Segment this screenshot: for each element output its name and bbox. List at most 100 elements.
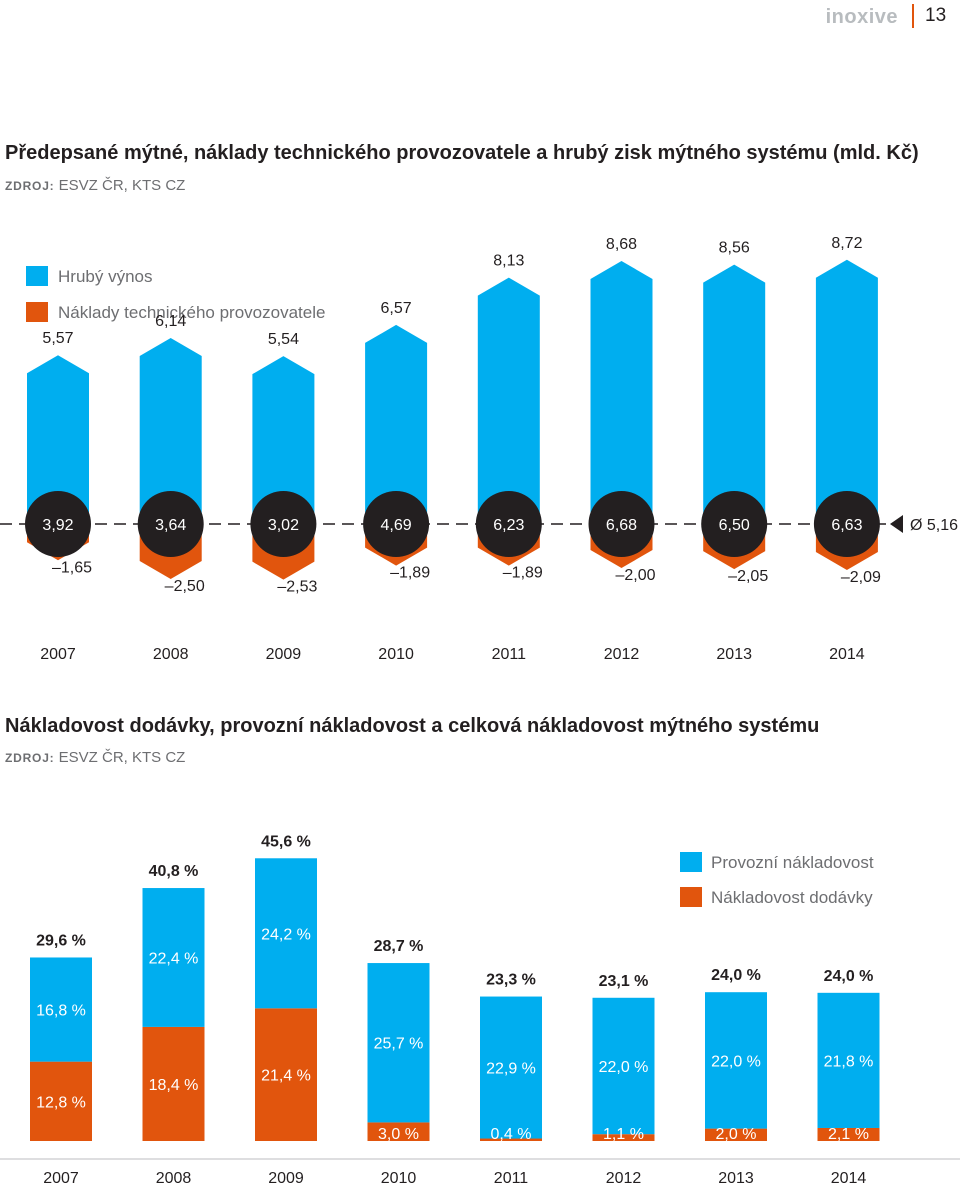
chart2-year-label: 2014: [831, 1170, 867, 1185]
chart2-total-label: 45,6 %: [261, 833, 311, 850]
chart1-cost-label: –1,65: [52, 559, 92, 576]
chart1-source-text: ESVZ ČR, KTS CZ: [58, 177, 186, 194]
chart2-delivery-label: 18,4 %: [149, 1077, 199, 1094]
chart2-year-label: 2008: [156, 1170, 192, 1185]
chart1-revenue-label: 8,72: [831, 235, 862, 252]
chart1-cost-label: –2,09: [841, 569, 881, 586]
chart1-legend-label-2: Náklady technického provozovatele: [58, 303, 325, 322]
chart1-profit-circle: [250, 491, 317, 557]
chart2-delivery-bar: [367, 1122, 430, 1141]
chart2-operating-label: 16,8 %: [36, 1003, 86, 1020]
chart1-year-label: 2014: [829, 646, 865, 663]
chart2-operating-bar: [30, 957, 92, 1062]
chart2-year-label: 2012: [606, 1170, 642, 1185]
chart1-legend-swatch-1: [26, 266, 48, 286]
chart1-revenue-label: 6,57: [381, 300, 412, 317]
chart1-cost-label: –2,05: [728, 568, 768, 585]
chart1-cost-label: –2,53: [277, 579, 317, 596]
chart2-total-label: 23,3 %: [486, 972, 536, 989]
chart1-profit-circle: [363, 491, 430, 557]
chart1-cost-label: –2,50: [165, 578, 205, 595]
chart1-year-label: 2009: [266, 646, 302, 663]
chart2-legend-label-2: Nákladovost dodávky: [711, 888, 873, 907]
chart1-revenue-label: 5,57: [42, 330, 73, 347]
chart1-profit-circle: [701, 491, 768, 557]
chart2-year-label: 2009: [268, 1170, 304, 1185]
chart2-total-label: 24,0 %: [711, 967, 761, 984]
chart1-revenue-label: 8,56: [719, 240, 750, 257]
chart1-revenue-bar: [590, 260, 653, 524]
page-header: inoxive 13: [0, 0, 960, 40]
chart2-title: Nákladovost dodávky, provozní nákladovos…: [5, 715, 820, 737]
chart1-profit-circle: [25, 491, 91, 557]
chart2-total-label: 29,6 %: [36, 932, 86, 949]
chart1-revenue-label: 6,14: [155, 313, 186, 330]
chart2-year-label: 2011: [494, 1170, 529, 1185]
chart2-operating-label: 22,9 %: [486, 1061, 536, 1078]
chart2-source-label: ZDROJ:: [5, 751, 55, 765]
chart2-delivery-label: 2,0 %: [716, 1126, 757, 1143]
chart1-cost-label: –1,89: [390, 565, 430, 582]
chart1-year-label: 2012: [604, 646, 640, 663]
chart2-operating-bar: [142, 888, 205, 1027]
chart2-operating-bar: [255, 858, 317, 1009]
chart2-operating-bar: [817, 992, 880, 1128]
chart1-average-label: Ø 5,16: [910, 517, 958, 534]
chart1-revenue-label: 8,68: [606, 236, 637, 253]
chart1-profit-label: 6,63: [831, 517, 862, 534]
chart1-profit-label: 6,23: [493, 517, 524, 534]
chart1-revenue-bar: [252, 356, 315, 524]
chart1-revenue-label: 5,54: [268, 331, 299, 348]
chart2-legend-swatch-2: [680, 887, 702, 907]
chart1-profit-circle: [813, 491, 880, 557]
page-number: 13: [925, 5, 947, 26]
chart1-legend-label-1: Hrubý výnos: [58, 267, 152, 286]
chart1-year-label: 2008: [153, 646, 189, 663]
chart1-profit-label: 3,64: [155, 517, 186, 534]
chart2-year-label: 2013: [718, 1170, 754, 1185]
chart2: Provozní nákladovost Nákladovost dodávky 2…: [0, 833, 960, 1185]
chart1-profit-label: 6,68: [606, 517, 637, 534]
chart2-operating-label: 25,7 %: [374, 1036, 424, 1053]
chart2-delivery-label: 1,1 %: [603, 1126, 644, 1143]
chart2-delivery-bar: [30, 1061, 92, 1141]
chart2-operating-bar: [705, 992, 767, 1129]
chart1-revenue-bar: [703, 264, 766, 524]
chart1-year-label: 2007: [40, 646, 76, 663]
chart2-delivery-bar: [705, 1128, 767, 1141]
chart2-source-text: ESVZ ČR, KTS CZ: [58, 749, 186, 766]
chart1-legend-swatch-2: [26, 302, 48, 322]
chart1-revenue-bar: [815, 259, 878, 524]
chart2-delivery-bar: [255, 1008, 317, 1141]
chart1-profit-label: 3,02: [268, 517, 299, 534]
chart2-legend-swatch-1: [680, 852, 702, 872]
chart2-delivery-label: 21,4 %: [261, 1068, 311, 1085]
chart2-total-label: 24,0 %: [824, 968, 874, 985]
chart1-profit-label: 6,50: [719, 517, 750, 534]
chart2-operating-bar: [480, 996, 542, 1139]
chart2-total-label: 40,8 %: [149, 863, 199, 880]
chart1-profit-circle: [588, 491, 655, 557]
chart2-year-label: 2010: [381, 1170, 417, 1185]
brand-logo: inoxive: [825, 6, 898, 28]
chart2-delivery-label: 3,0 %: [378, 1126, 419, 1143]
chart1-revenue-bar: [139, 337, 202, 524]
chart1-profit-label: 4,69: [381, 517, 412, 534]
chart1-title: Předepsané mýtné, náklady technického pr…: [5, 142, 919, 164]
chart2-operating-label: 22,4 %: [149, 950, 199, 967]
chart2-operating-label: 22,0 %: [711, 1053, 761, 1070]
chart1-year-label: 2011: [492, 646, 527, 663]
chart2-operating-bar: [592, 997, 655, 1135]
chart2-delivery-label: 2,1 %: [828, 1126, 869, 1143]
chart2-delivery-bar: [592, 1134, 655, 1141]
chart1-source-label: ZDROJ:: [5, 179, 55, 193]
chart2-delivery-label: 12,8 %: [36, 1094, 86, 1111]
chart1-average-marker: [890, 515, 903, 533]
chart1-revenue-bar: [365, 324, 428, 524]
chart1-profit-circle: [137, 491, 204, 557]
chart2-operating-label: 24,2 %: [261, 926, 311, 943]
chart2-delivery-label: 0,4 %: [491, 1126, 532, 1143]
chart1: Hrubý výnos Náklady technického provozova…: [0, 235, 958, 663]
chart2-operating-bar: [367, 963, 430, 1123]
chart2-year-label: 2007: [43, 1170, 79, 1185]
